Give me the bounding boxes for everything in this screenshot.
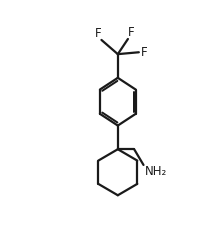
Text: F: F: [140, 46, 146, 59]
Text: F: F: [127, 26, 134, 39]
Text: F: F: [94, 27, 101, 40]
Text: NH₂: NH₂: [144, 165, 166, 178]
